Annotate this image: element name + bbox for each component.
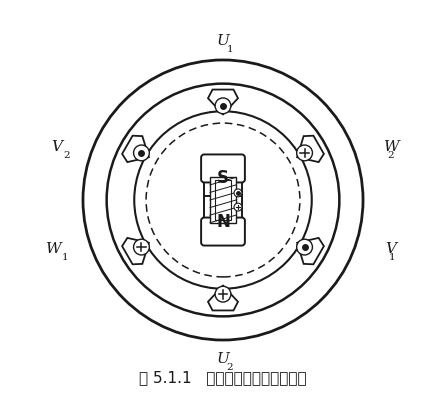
Circle shape (234, 203, 242, 211)
Text: W: W (45, 242, 61, 256)
FancyBboxPatch shape (201, 154, 245, 182)
Circle shape (215, 286, 231, 302)
Circle shape (297, 145, 313, 161)
Circle shape (133, 145, 149, 161)
Text: S: S (217, 169, 229, 187)
Circle shape (83, 60, 363, 340)
Polygon shape (208, 286, 238, 310)
Circle shape (133, 239, 149, 255)
Text: N: N (216, 213, 230, 231)
Bar (204, 166, 242, 202)
Polygon shape (122, 238, 149, 264)
Text: 2: 2 (387, 151, 394, 160)
Polygon shape (297, 136, 324, 162)
Text: U: U (217, 34, 229, 48)
Text: V: V (51, 140, 62, 154)
Text: V: V (385, 242, 396, 256)
Circle shape (234, 189, 242, 197)
Text: 2: 2 (227, 363, 233, 372)
Text: W: W (384, 140, 399, 154)
Polygon shape (297, 238, 324, 264)
Circle shape (215, 98, 231, 114)
Circle shape (134, 111, 312, 289)
Polygon shape (208, 90, 238, 114)
Text: 2: 2 (63, 151, 70, 160)
Bar (210, 177, 236, 223)
Bar (204, 196, 242, 234)
Text: 图 5.1.1   三相交流发电机的原理图: 图 5.1.1 三相交流发电机的原理图 (139, 370, 307, 385)
Text: 1: 1 (62, 254, 69, 262)
Polygon shape (122, 136, 149, 162)
Circle shape (297, 239, 313, 255)
Text: U: U (217, 352, 229, 366)
Circle shape (107, 84, 339, 316)
Text: 1: 1 (388, 254, 395, 262)
FancyBboxPatch shape (201, 218, 245, 246)
Text: 1: 1 (227, 45, 233, 54)
Bar (215, 180, 231, 220)
